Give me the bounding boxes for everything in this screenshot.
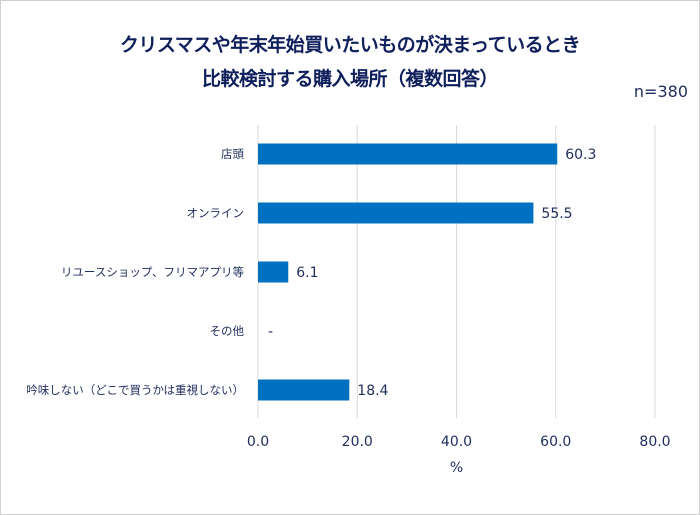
category-label: その他 [210, 324, 245, 338]
category-label: オンライン [187, 206, 245, 220]
data-label: - [268, 324, 273, 340]
chart-title-line-2: 比較検討する購入場所（複数回答） [201, 68, 499, 90]
bar [258, 202, 534, 224]
category-label: リユースショップ、フリマアプリ等 [61, 265, 244, 279]
sample-size-annotation: n=380 [633, 82, 688, 101]
x-axis-label: % [450, 460, 463, 476]
x-tick-label: 40.0 [441, 434, 472, 450]
x-tick-label: 0.0 [247, 434, 269, 450]
data-label: 60.3 [565, 147, 596, 163]
bar [258, 143, 558, 165]
data-label: 18.4 [357, 383, 388, 399]
category-label: 吟味しない（どこで買うかは重視しない） [26, 383, 244, 397]
x-tick-label: 60.0 [540, 434, 571, 450]
data-label: 55.5 [541, 206, 572, 222]
x-tick-label: 80.0 [639, 434, 670, 450]
x-tick-label: 20.0 [342, 434, 373, 450]
bar [258, 261, 289, 283]
chart-title-line-1: クリスマスや年末年始買いたいものが決まっているとき [119, 34, 581, 56]
category-label: 店頭 [221, 147, 244, 161]
data-label: 6.1 [296, 265, 318, 281]
bar [258, 379, 350, 401]
